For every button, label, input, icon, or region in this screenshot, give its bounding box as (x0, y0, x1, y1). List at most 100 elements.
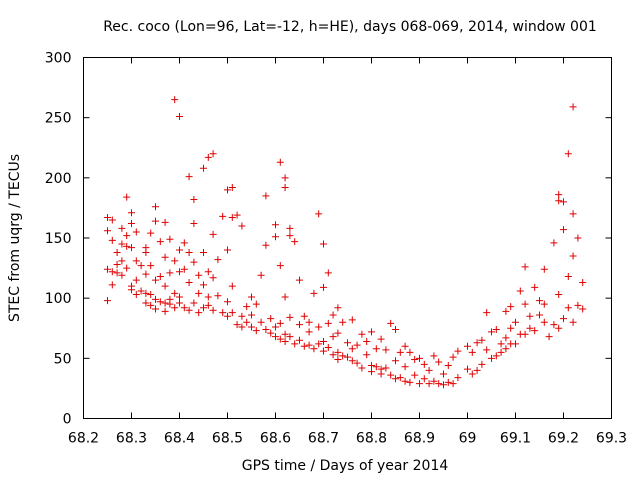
x-tick-label: 68.2 (68, 431, 99, 447)
data-point (291, 238, 299, 246)
data-point (190, 299, 198, 307)
data-point (200, 164, 207, 172)
data-point (540, 265, 548, 273)
x-axis-label: GPS time / Days of year 2014 (242, 458, 449, 474)
x-tick-label: 69 (459, 431, 477, 447)
data-point (334, 329, 342, 337)
data-point (132, 257, 140, 265)
data-point (411, 356, 419, 364)
data-point (435, 358, 443, 366)
data-point (161, 253, 169, 261)
x-tick-label: 69.1 (500, 431, 531, 447)
data-point (464, 342, 471, 350)
data-point (473, 366, 481, 374)
data-point (286, 224, 294, 232)
x-tick-label: 68.7 (308, 431, 339, 447)
data-point (128, 286, 135, 294)
data-point (320, 283, 327, 291)
data-point (281, 293, 289, 301)
data-point (147, 301, 155, 309)
data-point (228, 214, 236, 222)
data-point (243, 303, 251, 311)
data-point (536, 297, 543, 305)
x-tick-label: 69.2 (548, 431, 579, 447)
data-point (252, 327, 260, 335)
data-point (238, 323, 246, 331)
data-point (564, 273, 572, 281)
data-point (574, 301, 582, 309)
data-point (300, 312, 308, 320)
data-point (281, 174, 289, 182)
data-point (564, 150, 572, 158)
data-point (526, 312, 534, 320)
data-point (118, 240, 126, 248)
data-point (416, 354, 423, 362)
data-point (104, 214, 111, 222)
data-points (104, 96, 587, 389)
data-point (113, 248, 121, 256)
data-point (526, 324, 534, 332)
data-point (161, 282, 169, 290)
data-point (435, 380, 443, 388)
data-point (171, 289, 179, 297)
data-point (569, 103, 577, 111)
data-point (507, 324, 515, 332)
data-point (286, 313, 294, 321)
data-point (272, 323, 279, 331)
data-point (497, 340, 505, 348)
data-point (483, 309, 491, 317)
data-point (531, 283, 539, 291)
data-point (420, 360, 428, 368)
data-point (262, 241, 270, 249)
data-point (315, 210, 323, 218)
data-point (276, 262, 284, 270)
data-point (176, 112, 183, 120)
data-point (219, 212, 227, 220)
data-point (123, 193, 131, 201)
data-point (185, 306, 193, 314)
data-point (286, 333, 294, 341)
data-point (180, 304, 188, 312)
data-point (372, 345, 380, 353)
data-point (137, 262, 145, 270)
data-point (152, 203, 159, 211)
data-point (425, 366, 433, 374)
data-point (276, 319, 284, 327)
data-point (147, 291, 155, 299)
data-point (536, 311, 543, 319)
data-point (272, 333, 279, 341)
data-point (550, 321, 558, 329)
data-point (387, 371, 395, 379)
data-point (315, 340, 323, 348)
data-point (190, 220, 198, 228)
x-tick-label: 68.3 (116, 431, 147, 447)
x-tick-label: 68.6 (260, 431, 291, 447)
data-point (204, 301, 212, 309)
plot-frame (83, 57, 612, 419)
data-point (166, 269, 174, 277)
data-point (113, 260, 121, 268)
data-point (281, 183, 289, 191)
data-point (348, 357, 356, 365)
data-point (560, 315, 567, 323)
data-point (152, 276, 159, 284)
data-point (190, 258, 198, 266)
data-point (248, 311, 255, 319)
data-point (248, 323, 255, 331)
data-point (339, 318, 347, 326)
data-point (324, 344, 332, 352)
data-point (464, 365, 471, 373)
data-point (396, 348, 404, 356)
data-point (468, 348, 476, 356)
data-point (132, 291, 140, 299)
data-point (286, 232, 294, 240)
data-point (238, 222, 246, 230)
data-point (296, 336, 303, 344)
data-point (334, 356, 342, 364)
data-point (444, 378, 452, 386)
data-point (574, 234, 582, 242)
data-point (315, 323, 323, 331)
data-point (276, 335, 284, 343)
data-point (344, 339, 351, 347)
data-point (267, 315, 275, 323)
